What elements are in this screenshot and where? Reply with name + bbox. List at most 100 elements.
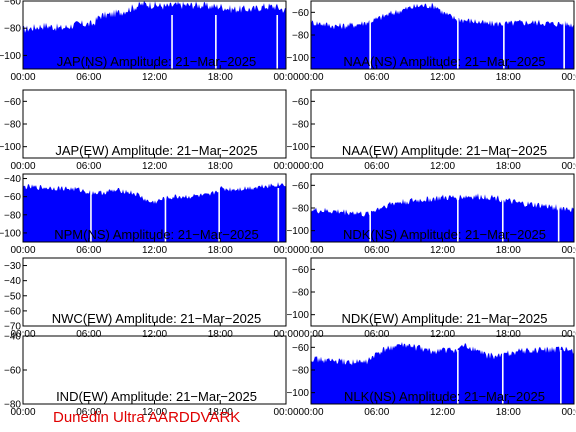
x-tick-label: 12:00 bbox=[142, 161, 167, 172]
chart-panel: −100 −80 −60 00:00 06:00 12:00 18:00 00:00 NDK(N… bbox=[286, 173, 576, 256]
y-tick-label: −60 bbox=[292, 343, 309, 354]
y-tick-label: −60 bbox=[292, 8, 309, 19]
y-tick-label: −100 bbox=[286, 226, 309, 237]
y-tick-label: −100 bbox=[286, 388, 309, 399]
x-tick-label: 18:00 bbox=[208, 329, 233, 340]
chart-panel: −100 −80 −60 00:00 06:00 12:00 18:00 00:00 JAP(E… bbox=[0, 89, 299, 172]
x-tick-label: 00:00 bbox=[298, 161, 323, 172]
x-tick-label: 06:00 bbox=[364, 407, 389, 418]
y-tick-label: −100 bbox=[286, 310, 309, 321]
chart-panel: −100 −80 −60 00:00 06:00 12:00 18:00 00:00 NLK(N… bbox=[286, 335, 576, 418]
x-tick-label: 00:00 bbox=[298, 245, 323, 256]
x-tick-label: 06:00 bbox=[364, 329, 389, 340]
y-tick-label: −100 bbox=[0, 228, 21, 239]
x-tick-label: 06:00 bbox=[76, 161, 101, 172]
y-tick-label: −40 bbox=[4, 276, 21, 287]
y-tick-label: −60 bbox=[292, 181, 309, 192]
x-tick-label: 00:00 bbox=[10, 329, 35, 340]
y-tick-label: −80 bbox=[4, 120, 21, 131]
x-tick-label: 18:00 bbox=[208, 72, 233, 83]
chart-panel: −100 −80 −60 00:00 06:00 12:00 18:00 00:00 JAP(N… bbox=[0, 0, 299, 83]
x-tick-label: 00:00 bbox=[273, 72, 298, 83]
y-tick-label: −50 bbox=[4, 291, 21, 302]
amplitude-series bbox=[311, 342, 574, 404]
chart-title: NWC(EW) Amplitude: 21−Mar−2025 bbox=[52, 311, 262, 326]
x-tick-label: 06:00 bbox=[364, 161, 389, 172]
x-tick-label: 18:00 bbox=[208, 407, 233, 418]
y-tick-label: −60 bbox=[4, 366, 21, 377]
x-tick-label: 12:00 bbox=[142, 72, 167, 83]
x-tick-label: 00:00 bbox=[561, 161, 576, 172]
x-tick-label: 12:00 bbox=[430, 245, 455, 256]
chart-panel: −100 −80 −60 00:00 06:00 12:00 18:00 00:00 NAA(E… bbox=[286, 89, 576, 172]
chart-title: NAA(EW) Amplitude: 21−Mar−2025 bbox=[342, 143, 547, 158]
y-tick-label: −60 bbox=[4, 192, 21, 203]
amplitude-series bbox=[311, 2, 574, 69]
x-tick-label: 00:00 bbox=[298, 329, 323, 340]
y-tick-label: −60 bbox=[292, 97, 309, 108]
y-tick-label: −60 bbox=[4, 306, 21, 317]
y-tick-label: −80 bbox=[4, 400, 21, 411]
chart-title: NAA(NS) Amplitude: 21−Mar−2025 bbox=[343, 54, 545, 69]
x-tick-label: 00:00 bbox=[561, 72, 576, 83]
x-tick-label: 00:00 bbox=[298, 407, 323, 418]
y-tick-label: −60 bbox=[4, 0, 21, 8]
chart-panel: −70 −60 −50 −40 −30 00:00 06:00 12:00 18:00 00:00… bbox=[4, 257, 299, 340]
x-tick-label: 12:00 bbox=[142, 245, 167, 256]
chart-title: NPM(NS) Amplitude: 21−Mar−2025 bbox=[54, 227, 258, 242]
x-tick-label: 18:00 bbox=[496, 72, 521, 83]
x-tick-label: 12:00 bbox=[430, 329, 455, 340]
chart-title: NLK(NS) Amplitude: 21−Mar−2025 bbox=[344, 389, 545, 404]
x-tick-label: 06:00 bbox=[76, 329, 101, 340]
x-tick-label: 12:00 bbox=[142, 329, 167, 340]
chart-panel: −100 −80 −60 00:00 06:00 12:00 18:00 00:00 NAA(N… bbox=[286, 0, 576, 83]
x-tick-label: 00:00 bbox=[10, 245, 35, 256]
y-tick-label: −80 bbox=[292, 204, 309, 215]
x-tick-label: 18:00 bbox=[208, 245, 233, 256]
x-tick-label: 00:00 bbox=[273, 161, 298, 172]
chart-title: IND(EW) Amplitude: 21−Mar−2025 bbox=[56, 389, 257, 404]
footer-label: Dunedin Ultra AARDDVARK bbox=[53, 409, 241, 426]
x-tick-label: 00:00 bbox=[273, 245, 298, 256]
x-tick-label: 18:00 bbox=[496, 245, 521, 256]
y-tick-label: −100 bbox=[0, 142, 21, 153]
x-tick-label: 12:00 bbox=[430, 161, 455, 172]
amplitude-series bbox=[23, 182, 286, 242]
y-tick-label: −80 bbox=[292, 120, 309, 131]
amplitude-series bbox=[311, 193, 574, 242]
y-tick-label: −80 bbox=[292, 288, 309, 299]
x-tick-label: 18:00 bbox=[496, 161, 521, 172]
y-tick-label: −60 bbox=[292, 265, 309, 276]
x-tick-label: 18:00 bbox=[496, 407, 521, 418]
y-tick-label: −100 bbox=[0, 51, 21, 62]
x-tick-label: 06:00 bbox=[76, 72, 101, 83]
chart-title: JAP(EW) Amplitude: 21−Mar−2025 bbox=[55, 143, 257, 158]
x-tick-label: 12:00 bbox=[430, 72, 455, 83]
x-tick-label: 00:00 bbox=[561, 407, 576, 418]
y-tick-label: −100 bbox=[286, 142, 309, 153]
x-tick-label: 06:00 bbox=[76, 407, 101, 418]
chart-title: NDK(EW) Amplitude: 21−Mar−2025 bbox=[342, 311, 548, 326]
x-tick-label: 12:00 bbox=[430, 407, 455, 418]
x-tick-label: 18:00 bbox=[208, 161, 233, 172]
y-tick-label: −80 bbox=[4, 24, 21, 35]
y-tick-label: −100 bbox=[286, 53, 309, 64]
x-tick-label: 00:00 bbox=[298, 72, 323, 83]
x-tick-label: 18:00 bbox=[496, 329, 521, 340]
x-tick-label: 00:00 bbox=[273, 407, 298, 418]
y-tick-label: −80 bbox=[292, 366, 309, 377]
x-tick-label: 00:00 bbox=[10, 72, 35, 83]
y-tick-label: −40 bbox=[4, 332, 21, 343]
x-tick-label: 00:00 bbox=[273, 329, 298, 340]
x-tick-label: 06:00 bbox=[364, 245, 389, 256]
x-tick-label: 00:00 bbox=[561, 329, 576, 340]
y-tick-label: −70 bbox=[4, 322, 21, 333]
x-tick-label: 00:00 bbox=[561, 245, 576, 256]
chart-title: JAP(NS) Amplitude: 21−Mar−2025 bbox=[57, 54, 256, 69]
chart-panel: −100 −80 −60 00:00 06:00 12:00 18:00 00:00 NDK(E… bbox=[286, 257, 576, 340]
y-tick-label: −60 bbox=[4, 97, 21, 108]
y-tick-label: −40 bbox=[4, 174, 21, 185]
x-tick-label: 06:00 bbox=[364, 72, 389, 83]
